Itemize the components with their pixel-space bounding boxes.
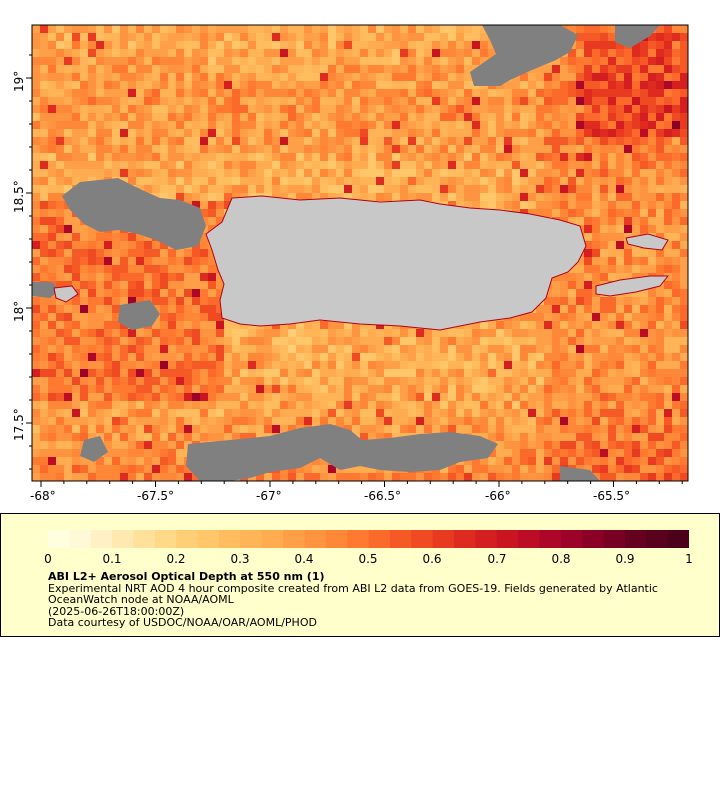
no-data-region-northeast [615, 25, 660, 48]
colorbar-label: 0.4 [294, 552, 314, 566]
legend-panel: 0 0.1 0.2 0.3 0.4 0.5 0.6 0.7 0.8 0.9 1 … [0, 513, 720, 637]
colorbar-swatch [518, 530, 540, 548]
legend-description: Experimental NRT AOD 4 hour composite cr… [48, 581, 658, 606]
colorbar-swatch [453, 530, 476, 548]
colorbar-swatch [69, 530, 92, 548]
colorbar-swatch [197, 530, 220, 548]
colorbar-label: 0.8 [551, 552, 571, 566]
colorbar-swatch [539, 530, 562, 548]
no-data-region-south [186, 424, 498, 481]
no-data-region-west-edge [32, 282, 60, 298]
colorbar-label: 0.3 [230, 552, 250, 566]
colorbar-swatch [475, 530, 498, 548]
y-tick-label: 18° [12, 300, 26, 322]
colorbar-swatch [304, 530, 327, 548]
x-tick-label: -66.5° [364, 489, 402, 503]
colorbar-swatch [325, 530, 348, 548]
colorbar-swatch [176, 530, 199, 548]
colorbar-swatch [112, 530, 134, 548]
colorbar-swatch [283, 530, 305, 548]
no-data-region-southwest-2 [80, 436, 108, 462]
no-data-region-southeast [560, 466, 600, 481]
colorbar-label: 0.9 [615, 552, 635, 566]
colorbar-label: 0.7 [487, 552, 507, 566]
colorbar-swatch [560, 530, 583, 548]
no-data-regions [32, 25, 660, 481]
colorbar-swatch [624, 530, 647, 548]
colorbar-label: 0.5 [358, 552, 378, 566]
legend-timestamp: (2025-06-26T18:00:00Z) [48, 604, 185, 618]
colorbar-swatch [368, 530, 391, 548]
x-tick-label: -65.5° [593, 489, 631, 503]
colorbar-swatch [347, 530, 369, 548]
colorbar-label: 1 [685, 552, 693, 566]
no-data-region-west [62, 178, 206, 250]
colorbar-swatch [90, 530, 113, 548]
culebra-island [625, 233, 669, 251]
colorbar-label: 0.2 [166, 552, 186, 566]
no-data-region-north [470, 25, 578, 86]
colorbar-swatch [603, 530, 626, 548]
colorbar-swatch [218, 530, 241, 548]
colorbar-swatch [667, 530, 689, 548]
colorbar-swatch [261, 530, 284, 548]
aod-map [26, 24, 689, 487]
y-tick-label: 18.5° [12, 180, 26, 213]
colorbar [48, 530, 689, 548]
puerto-rico-land [205, 195, 587, 331]
x-tick-label: -67° [256, 489, 282, 503]
colorbar-swatch [133, 530, 156, 548]
x-tick-label: -67.5° [137, 489, 175, 503]
colorbar-swatch [432, 530, 455, 548]
no-data-region-southwest [118, 300, 160, 330]
colorbar-label: 0 [44, 552, 52, 566]
legend-title: ABI L2+ Aerosol Optical Depth at 550 nm … [48, 570, 325, 583]
x-tick-label: -66° [485, 489, 511, 503]
colorbar-label: 0.1 [102, 552, 122, 566]
colorbar-swatch [154, 530, 177, 548]
colorbar-swatch [411, 530, 434, 548]
axis-ticks [26, 54, 683, 487]
legend-credit: Data courtesy of USDOC/NOAA/OAR/AOML/PHO… [48, 616, 317, 629]
map-frame [31, 24, 689, 482]
land-masses [53, 195, 670, 331]
colorbar-swatch [646, 530, 669, 548]
colorbar-swatch [48, 530, 70, 548]
y-tick-label: 17.5° [12, 408, 26, 441]
y-tick-label: 19° [12, 70, 26, 92]
mona-island [53, 285, 79, 303]
colorbar-label: 0.6 [422, 552, 442, 566]
legend-text: ABI L2+ Aerosol Optical Depth at 550 nm … [48, 571, 698, 629]
colorbar-swatch [582, 530, 605, 548]
x-tick-label: -68° [30, 489, 56, 503]
colorbar-swatch [496, 530, 519, 548]
vieques-island [595, 275, 670, 297]
colorbar-swatch [240, 530, 263, 548]
colorbar-swatch [389, 530, 412, 548]
